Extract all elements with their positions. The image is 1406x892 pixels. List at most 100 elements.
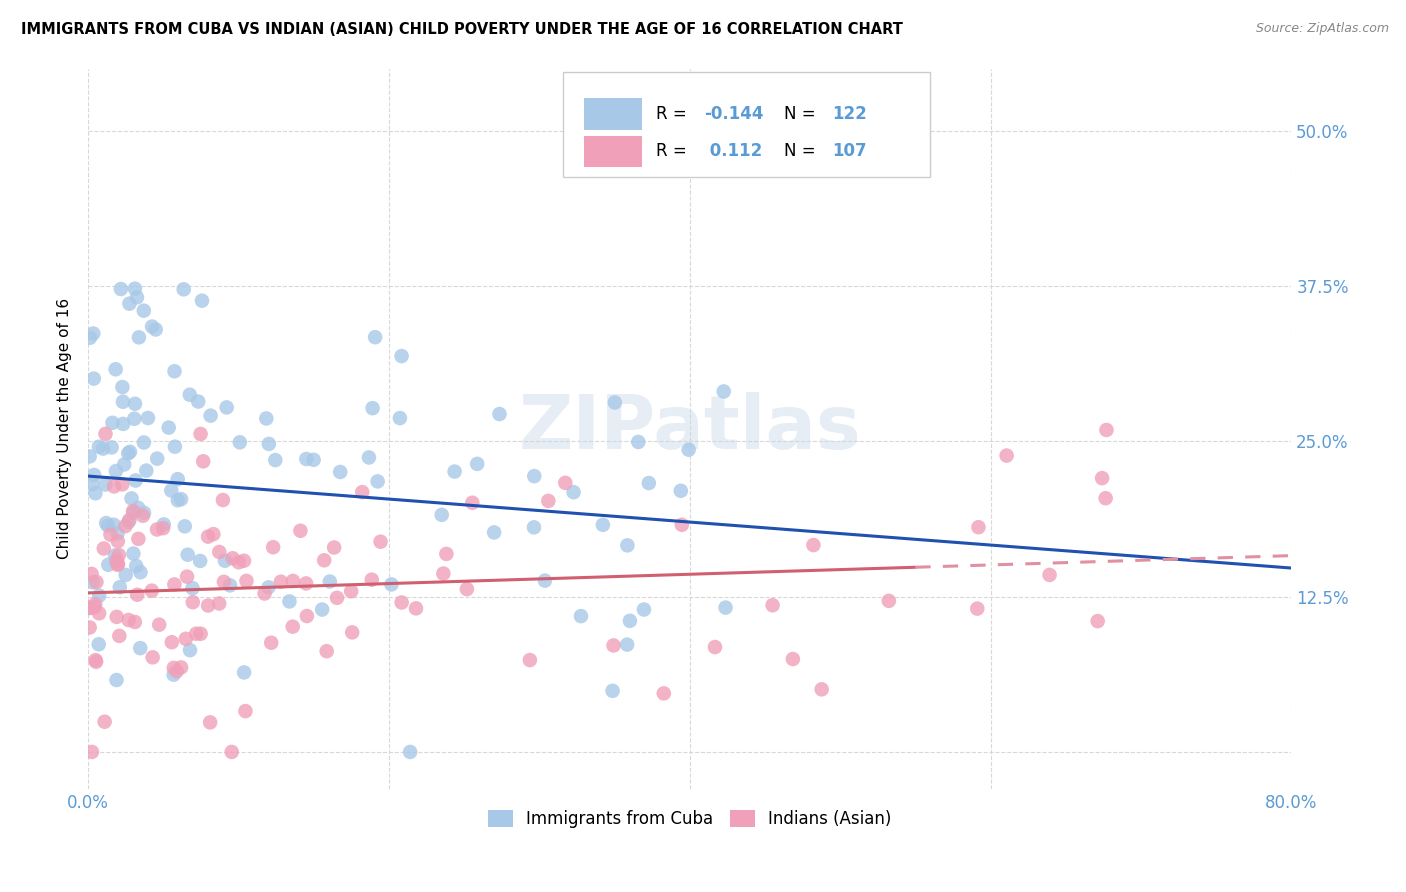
Point — [111, 477, 134, 491]
Point — [208, 545, 231, 559]
FancyBboxPatch shape — [583, 98, 641, 129]
Point — [1091, 471, 1114, 485]
Point — [146, 451, 169, 466]
Point — [537, 494, 560, 508]
Point — [456, 582, 478, 596]
Point — [198, 715, 221, 730]
Point — [534, 574, 557, 588]
Point — [83, 467, 105, 482]
Point — [360, 573, 382, 587]
Point — [103, 517, 125, 532]
Point — [163, 440, 186, 454]
Point — [104, 555, 127, 569]
Point — [186, 626, 208, 640]
Point — [187, 394, 209, 409]
Point — [118, 613, 141, 627]
Point — [84, 655, 107, 669]
Point — [101, 416, 124, 430]
Point — [713, 384, 735, 399]
Point — [163, 364, 186, 378]
Point — [146, 523, 169, 537]
Point — [82, 477, 104, 491]
Point — [117, 446, 139, 460]
Point — [197, 599, 219, 613]
Point — [295, 609, 318, 624]
Point — [254, 411, 277, 425]
FancyBboxPatch shape — [583, 136, 641, 168]
Point — [215, 401, 238, 415]
Point — [163, 577, 186, 591]
Point — [111, 394, 134, 409]
Point — [197, 530, 219, 544]
Point — [315, 644, 337, 658]
Point — [166, 664, 188, 678]
Point — [370, 534, 392, 549]
Point — [432, 566, 454, 581]
Point — [714, 600, 737, 615]
Point — [262, 540, 284, 554]
Point — [637, 476, 659, 491]
Point — [105, 673, 128, 687]
Point — [443, 465, 465, 479]
Point — [523, 520, 546, 534]
Text: N =: N = — [783, 105, 821, 123]
Point — [127, 500, 149, 515]
Point — [228, 555, 250, 569]
Point — [229, 435, 252, 450]
Point — [340, 584, 363, 599]
Point — [107, 526, 129, 541]
Point — [221, 745, 243, 759]
Point — [633, 602, 655, 616]
Text: N =: N = — [783, 143, 821, 161]
Point — [257, 437, 280, 451]
Point — [121, 491, 143, 506]
Point — [83, 371, 105, 385]
Point — [295, 452, 318, 467]
Point — [104, 464, 127, 478]
Point — [111, 380, 134, 394]
Point — [127, 532, 149, 546]
Point — [430, 508, 453, 522]
Point — [104, 362, 127, 376]
Point — [260, 636, 283, 650]
Point — [163, 661, 186, 675]
Point — [117, 515, 139, 529]
Point — [166, 493, 188, 508]
Point — [80, 745, 103, 759]
Point — [212, 493, 235, 508]
Point — [128, 330, 150, 344]
Point — [105, 610, 128, 624]
Point — [124, 615, 146, 629]
Point — [603, 395, 626, 409]
Point — [86, 574, 108, 589]
Point — [173, 519, 195, 533]
Point — [179, 643, 201, 657]
Point — [160, 483, 183, 498]
Point — [319, 574, 342, 589]
Text: 0.112: 0.112 — [704, 143, 762, 161]
Point — [104, 549, 127, 563]
Point — [112, 458, 135, 472]
Point — [141, 583, 163, 598]
Point — [704, 640, 727, 654]
Point — [290, 524, 312, 538]
Point — [112, 417, 135, 431]
Point — [616, 638, 638, 652]
Point — [174, 632, 197, 646]
Point — [173, 282, 195, 296]
Point — [160, 635, 183, 649]
Point — [127, 588, 149, 602]
Point — [340, 625, 363, 640]
Point — [188, 554, 211, 568]
Point — [1038, 568, 1060, 582]
Point — [176, 569, 198, 583]
Point — [96, 516, 118, 530]
Point — [142, 650, 165, 665]
Point — [84, 486, 107, 500]
Point — [132, 435, 155, 450]
Point — [181, 581, 204, 595]
Text: R =: R = — [657, 105, 692, 123]
Point — [329, 465, 352, 479]
Point — [461, 496, 484, 510]
Point — [352, 485, 374, 500]
